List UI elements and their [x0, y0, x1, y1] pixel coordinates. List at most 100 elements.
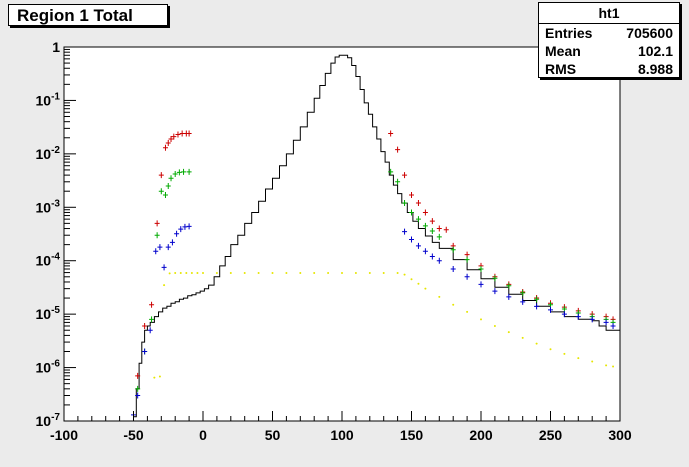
- data-dot: [257, 271, 260, 274]
- data-point: [181, 168, 187, 175]
- data-point: [165, 244, 171, 251]
- data-point: [492, 275, 498, 282]
- x-tick-label: 250: [539, 427, 563, 443]
- data-point: [464, 256, 470, 263]
- data-point: [478, 265, 484, 272]
- data-dot: [535, 342, 538, 345]
- data-point: [548, 301, 553, 308]
- data-point: [186, 168, 192, 175]
- data-point: [168, 135, 174, 142]
- data-point: [415, 200, 421, 207]
- data-dot: [466, 310, 469, 313]
- data-point: [422, 248, 428, 255]
- data-point: [162, 191, 168, 198]
- data-point: [422, 222, 428, 229]
- axis-layer: -100 -50 0 50 100 150 200 250 300 10-7 10-6 10-5 10-…: [36, 39, 632, 443]
- data-point: [415, 242, 421, 249]
- y-tick-label: 10-7: [36, 412, 61, 429]
- data-dot: [452, 303, 455, 306]
- data-point: [171, 133, 177, 140]
- data-point: [154, 232, 160, 239]
- data-dot: [438, 295, 441, 298]
- data-point: [168, 175, 174, 182]
- series-layer: [131, 54, 620, 418]
- data-point: [436, 225, 442, 232]
- data-point: [388, 130, 394, 137]
- data-dot: [153, 376, 156, 379]
- data-point: [395, 146, 401, 153]
- data-dot: [243, 271, 246, 274]
- data-point: [534, 303, 540, 310]
- data-dot: [563, 352, 566, 355]
- y-tick-label: 1: [52, 39, 60, 55]
- data-point: [450, 265, 456, 272]
- data-dot: [605, 364, 608, 367]
- y-tick-label: 10-4: [36, 252, 61, 269]
- data-dot: [396, 271, 399, 274]
- data-point: [172, 170, 178, 177]
- data-point: [409, 209, 414, 216]
- stats-histogram-name: ht1: [539, 3, 679, 24]
- x-tick-label: 100: [330, 427, 354, 443]
- data-point: [149, 316, 155, 323]
- data-dot: [185, 271, 188, 274]
- data-dot: [202, 271, 204, 274]
- data-dot: [612, 365, 615, 368]
- data-dot: [174, 271, 177, 274]
- data-dot: [168, 272, 171, 275]
- data-dot: [403, 273, 406, 276]
- data-point: [388, 168, 394, 175]
- y-tick-label: 10-3: [36, 198, 61, 215]
- data-point: [142, 348, 148, 355]
- data-dot: [493, 324, 496, 327]
- data-point: [506, 293, 512, 300]
- data-point: [186, 223, 192, 230]
- data-point: [589, 316, 595, 323]
- data-point: [506, 282, 512, 289]
- data-point: [176, 169, 182, 176]
- data-dot: [507, 331, 510, 334]
- data-dot: [480, 318, 482, 321]
- data-point: [186, 130, 192, 137]
- data-point: [162, 144, 168, 151]
- data-dot: [327, 271, 330, 274]
- data-point: [135, 385, 141, 392]
- series-1: [135, 130, 616, 379]
- data-dot: [410, 278, 413, 281]
- data-point: [478, 281, 484, 288]
- data-point: [157, 244, 163, 251]
- data-point: [610, 322, 616, 329]
- data-point: [429, 218, 435, 225]
- data-point: [135, 392, 141, 399]
- data-dot: [158, 375, 161, 378]
- data-point: [402, 200, 408, 207]
- data-dot: [229, 271, 232, 274]
- stats-row-rms: RMS 8.988: [539, 60, 679, 78]
- data-dot: [577, 357, 580, 360]
- data-dot: [382, 271, 385, 274]
- data-point: [603, 319, 609, 326]
- series-2: [135, 168, 616, 392]
- x-tick-label: 200: [469, 427, 493, 443]
- data-point: [422, 209, 428, 216]
- data-point: [492, 288, 498, 295]
- data-point: [169, 239, 175, 246]
- x-tick-label: 0: [199, 427, 207, 443]
- data-dot: [299, 271, 302, 274]
- stats-label: RMS: [545, 61, 577, 77]
- stats-label: Mean: [545, 43, 581, 59]
- series-4: [153, 271, 615, 379]
- stats-value: 705600: [626, 25, 673, 41]
- stats-label: Entries: [545, 25, 593, 41]
- data-point: [450, 246, 456, 253]
- data-point: [520, 298, 526, 305]
- data-dot: [271, 271, 274, 274]
- x-tick-label: -100: [50, 427, 78, 443]
- data-point: [464, 273, 470, 280]
- data-point: [165, 139, 171, 146]
- data-dot: [341, 271, 343, 274]
- data-dot: [163, 284, 166, 287]
- data-point: [409, 191, 414, 198]
